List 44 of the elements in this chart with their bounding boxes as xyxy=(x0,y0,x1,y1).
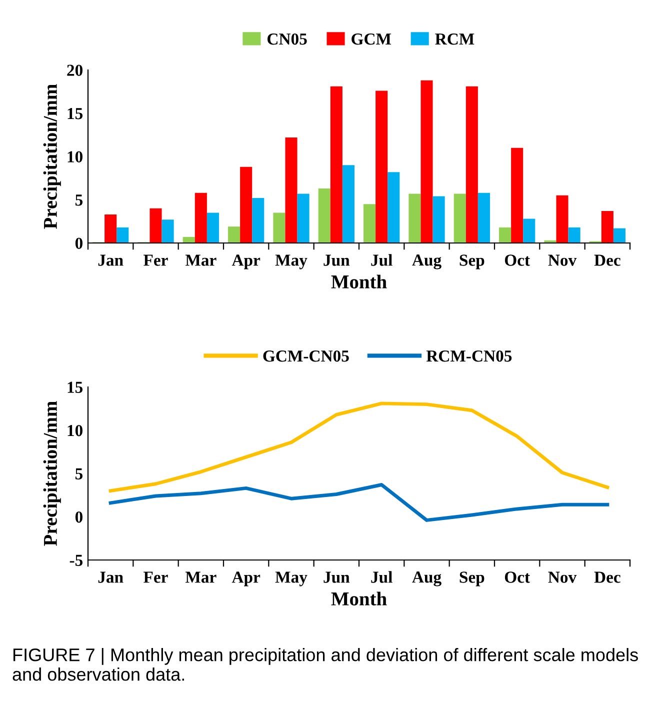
x-tick-label: Jul xyxy=(371,571,392,583)
x-tick-label: Jul xyxy=(371,254,392,266)
x-tick-label: Sep xyxy=(460,254,484,270)
x-tick-label: Mar xyxy=(185,572,216,583)
y-tick-label: 15 xyxy=(68,108,83,120)
y-tick-label: 20 xyxy=(67,64,83,76)
caption: FIGURE 7 | Monthly mean precipitation and deviation of different scale models and observation data. xyxy=(12,648,638,681)
x-tick-label: Oct xyxy=(504,254,530,266)
legend-label: RCM xyxy=(435,33,474,45)
x-tick-label: Mar xyxy=(185,254,216,266)
x-tick-label: Jan xyxy=(98,572,124,583)
x-tick-label: Fer xyxy=(144,254,168,266)
x-tick-label: Jan xyxy=(98,254,124,266)
x-tick-label: Nov xyxy=(548,572,577,583)
x-tick-label: May xyxy=(275,254,308,270)
x-tick-label: Fer xyxy=(144,572,168,583)
y-tick-label: 0 xyxy=(75,238,83,249)
x-tick-label: Aug xyxy=(412,572,442,586)
x-tick-label: Dec xyxy=(594,572,620,583)
y-tick-label: 0 xyxy=(75,511,83,523)
x-tick-label: May xyxy=(275,572,308,586)
y-axis-title: Precipitation/mm xyxy=(43,84,61,229)
y-tick-label: 5 xyxy=(75,468,83,480)
x-tick-label: Nov xyxy=(548,254,577,266)
legend-label: GCM xyxy=(352,33,392,45)
x-tick-label: Apr xyxy=(232,254,260,270)
x-tick-label: Dec xyxy=(594,254,620,266)
x-tick-label: Oct xyxy=(504,572,530,583)
y-tick-label: 10 xyxy=(68,424,83,436)
y-tick-label: 10 xyxy=(68,151,83,162)
y-tick-label: 15 xyxy=(68,382,83,393)
x-tick-label: Apr xyxy=(232,572,260,586)
y-tick-label: 5 xyxy=(75,194,83,206)
x-axis-title: Month xyxy=(331,592,387,606)
x-axis-title: Month xyxy=(331,274,387,288)
y-tick-label: -5 xyxy=(70,554,83,566)
legend-label: GCM-CN05 xyxy=(263,350,349,362)
x-tick-label: Sep xyxy=(460,572,484,586)
legend-label: RCM-CN05 xyxy=(426,350,512,362)
x-tick-label: Jun xyxy=(324,254,350,266)
y-axis-title: Precipitation/mm xyxy=(43,401,61,546)
x-tick-label: Jun xyxy=(324,572,350,583)
legend-label: CN05 xyxy=(268,33,307,45)
x-tick-label: Aug xyxy=(412,254,442,270)
